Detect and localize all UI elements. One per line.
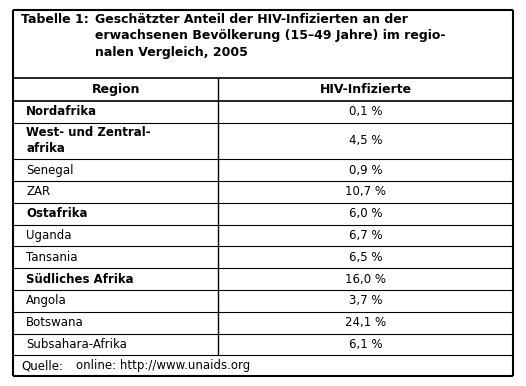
Text: 3,7 %: 3,7 % — [349, 295, 382, 308]
Text: 0,9 %: 0,9 % — [349, 164, 382, 177]
Text: 6,0 %: 6,0 % — [349, 207, 382, 220]
Text: 24,1 %: 24,1 % — [345, 316, 386, 329]
Text: 6,7 %: 6,7 % — [349, 229, 382, 242]
Text: 4,5 %: 4,5 % — [349, 134, 382, 147]
Text: HIV-Infizierte: HIV-Infizierte — [319, 83, 412, 96]
Text: online: http://www.unaids.org: online: http://www.unaids.org — [76, 359, 250, 372]
Text: ZAR: ZAR — [26, 186, 50, 198]
Text: Tabelle 1:: Tabelle 1: — [21, 13, 89, 26]
Text: Senegal: Senegal — [26, 164, 74, 177]
Text: Uganda: Uganda — [26, 229, 72, 242]
Text: Subsahara-Afrika: Subsahara-Afrika — [26, 338, 127, 351]
Text: Nordafrika: Nordafrika — [26, 105, 97, 118]
Text: 16,0 %: 16,0 % — [345, 273, 386, 286]
Text: Südliches Afrika: Südliches Afrika — [26, 273, 134, 286]
Text: Geschätzter Anteil der HIV-Infizierten an der
erwachsenen Bevölkerung (15–49 Jah: Geschätzter Anteil der HIV-Infizierten a… — [95, 13, 445, 59]
Text: Botswana: Botswana — [26, 316, 84, 329]
Text: 10,7 %: 10,7 % — [345, 186, 386, 198]
Text: 0,1 %: 0,1 % — [349, 105, 382, 118]
Text: 6,1 %: 6,1 % — [349, 338, 382, 351]
Text: Angola: Angola — [26, 295, 67, 308]
Text: Ostafrika: Ostafrika — [26, 207, 88, 220]
Text: Quelle:: Quelle: — [21, 359, 63, 372]
Text: Region: Region — [92, 83, 140, 96]
Text: Tansania: Tansania — [26, 251, 78, 264]
Text: 6,5 %: 6,5 % — [349, 251, 382, 264]
Text: West- und Zentral-
afrika: West- und Zentral- afrika — [26, 127, 151, 156]
